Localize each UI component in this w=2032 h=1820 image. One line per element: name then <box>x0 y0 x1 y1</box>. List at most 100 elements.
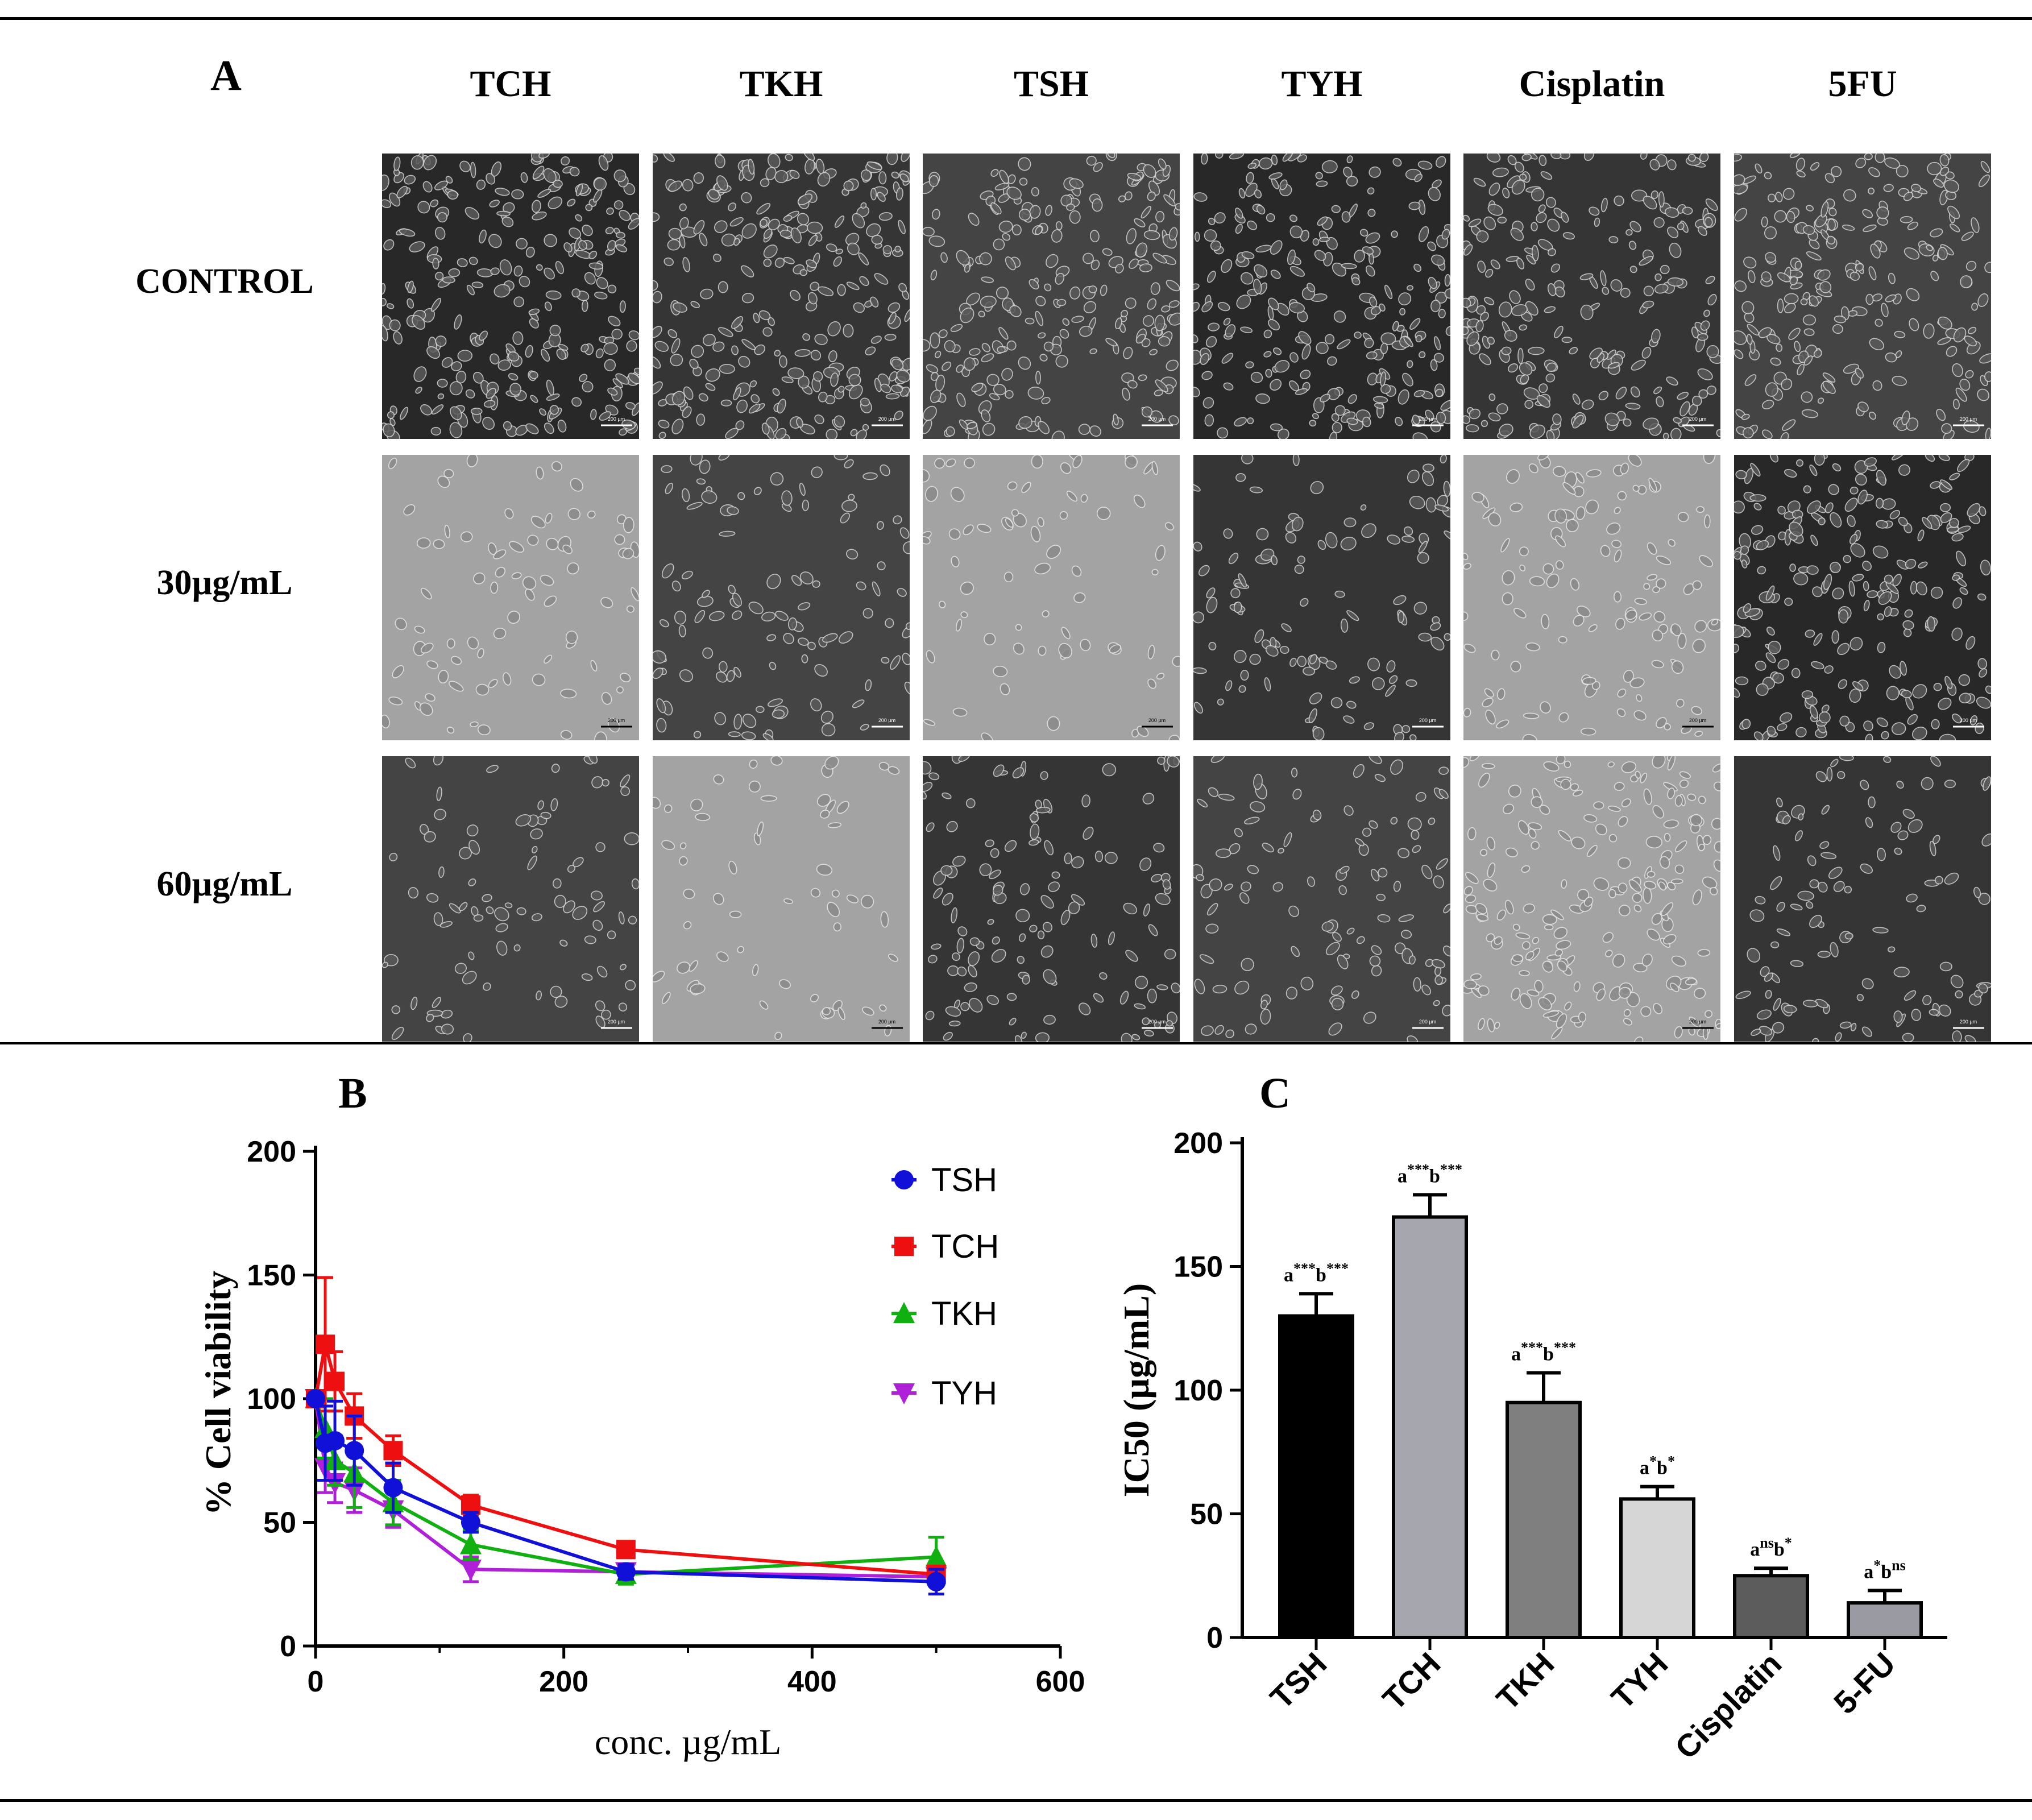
cell <box>1965 370 1974 379</box>
cell <box>810 350 822 361</box>
cell <box>1817 269 1831 281</box>
cell <box>1883 184 1894 192</box>
cell <box>1789 154 1801 158</box>
cell <box>472 371 484 384</box>
cell <box>1813 349 1822 358</box>
cell <box>1473 177 1486 187</box>
cell <box>1274 360 1290 373</box>
cell <box>1940 479 1953 490</box>
cell <box>1147 678 1156 689</box>
cell <box>1553 927 1568 939</box>
cell <box>1623 1018 1632 1026</box>
cell <box>663 154 675 162</box>
cell <box>1776 723 1788 731</box>
cell <box>1221 259 1233 273</box>
cell <box>993 665 1008 677</box>
cell <box>1037 517 1044 527</box>
cell <box>494 907 509 922</box>
cell <box>1550 263 1561 273</box>
cell <box>699 459 711 474</box>
cell <box>718 327 733 337</box>
cell <box>1214 212 1226 224</box>
cell <box>1925 455 1935 462</box>
cell <box>1528 828 1537 839</box>
cell <box>775 611 789 621</box>
cell <box>1694 731 1703 737</box>
cell <box>923 227 935 237</box>
cell <box>1547 218 1560 232</box>
cell <box>1131 728 1139 738</box>
cell <box>1411 830 1420 840</box>
cell <box>1002 233 1011 241</box>
cell <box>1434 504 1449 512</box>
cell <box>1743 256 1757 269</box>
cell <box>1537 455 1550 461</box>
cell <box>1194 231 1200 242</box>
cell <box>1423 463 1434 472</box>
cell <box>946 821 958 832</box>
cell <box>1078 424 1090 435</box>
cell <box>540 574 554 586</box>
cell <box>1051 229 1063 243</box>
cell <box>1158 158 1167 170</box>
cell <box>1009 305 1022 317</box>
cell <box>798 637 809 646</box>
cell <box>940 865 953 876</box>
cell <box>942 792 952 799</box>
scale-bar-label: 200 µm <box>608 718 625 723</box>
cell <box>382 325 388 342</box>
cell <box>1210 240 1221 251</box>
cell <box>386 303 395 309</box>
micrograph: 200 µm <box>1734 756 1991 1042</box>
cell <box>551 764 560 773</box>
cell <box>466 455 478 467</box>
cell <box>1749 494 1766 502</box>
cell <box>1971 302 1979 311</box>
cell <box>496 940 508 956</box>
cell <box>846 894 859 903</box>
micrograph: 200 µm <box>653 756 910 1042</box>
cell <box>567 865 575 873</box>
cell <box>1463 611 1469 621</box>
cell <box>1494 936 1503 945</box>
cell <box>1315 172 1323 180</box>
significance-label: a*b* <box>1640 1453 1675 1479</box>
cell <box>1797 363 1805 376</box>
cell <box>1687 793 1697 801</box>
cell <box>1463 563 1471 570</box>
cell <box>656 698 666 714</box>
cell <box>1801 391 1813 403</box>
cell <box>1156 673 1165 680</box>
cell <box>1618 857 1631 869</box>
cell <box>1947 205 1960 219</box>
cell <box>1409 495 1425 509</box>
cell <box>763 244 778 259</box>
cell <box>594 731 607 740</box>
cell <box>1848 581 1855 597</box>
cell <box>1168 300 1180 308</box>
cell <box>1538 997 1552 1011</box>
cell <box>1308 708 1317 723</box>
cell <box>1435 388 1444 397</box>
cell <box>1264 677 1271 692</box>
cell <box>389 852 398 861</box>
cell <box>389 319 401 331</box>
cell <box>1973 886 1981 898</box>
cell <box>1430 622 1441 631</box>
cell <box>1141 206 1151 219</box>
cell <box>1797 890 1814 901</box>
cell <box>1291 768 1298 778</box>
cell <box>1044 840 1054 856</box>
cell <box>628 372 639 384</box>
cell <box>1810 534 1818 546</box>
cell <box>1208 322 1220 331</box>
cell <box>1626 992 1640 1008</box>
cell <box>1478 985 1490 996</box>
cell <box>1413 602 1427 615</box>
cell <box>1674 864 1685 874</box>
cell <box>895 187 903 201</box>
cell <box>1393 595 1407 606</box>
cell <box>1089 348 1097 354</box>
cell <box>877 192 886 202</box>
cell <box>1281 623 1292 632</box>
